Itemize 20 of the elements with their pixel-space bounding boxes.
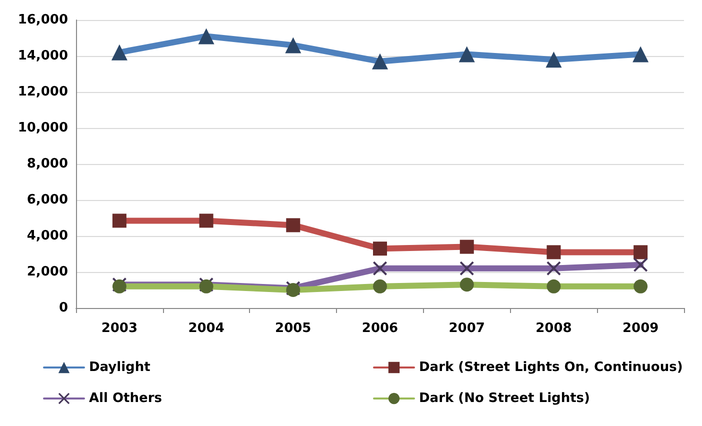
y-tick-label: 4,000 (26, 228, 68, 244)
y-tick-label: 2,000 (26, 264, 68, 280)
x-tick-label: 2004 (188, 321, 224, 336)
legend-label: Dark (No Street Lights) (419, 391, 590, 406)
x-tick-label: 2007 (448, 321, 485, 336)
x-tick-label: 2006 (362, 321, 398, 336)
y-tick-label: 0 (58, 300, 68, 316)
x-tick-label: 2005 (275, 321, 312, 336)
y-tick-label: 8,000 (26, 156, 68, 172)
y-tick-label: 6,000 (26, 192, 68, 208)
x-tick-label: 2009 (622, 321, 659, 336)
legend-label: Dark (Street Lights On, Continuous) (419, 360, 683, 375)
y-tick-label: 14,000 (18, 48, 68, 64)
y-tick-label: 10,000 (18, 120, 68, 136)
x-tick-label: 2008 (536, 321, 572, 336)
y-tick-label: 16,000 (18, 12, 68, 28)
y-tick-label: 12,000 (18, 84, 68, 100)
legend-label: All Others (89, 391, 162, 406)
legend-label: Daylight (89, 360, 150, 375)
x-tick-label: 2003 (101, 321, 138, 336)
